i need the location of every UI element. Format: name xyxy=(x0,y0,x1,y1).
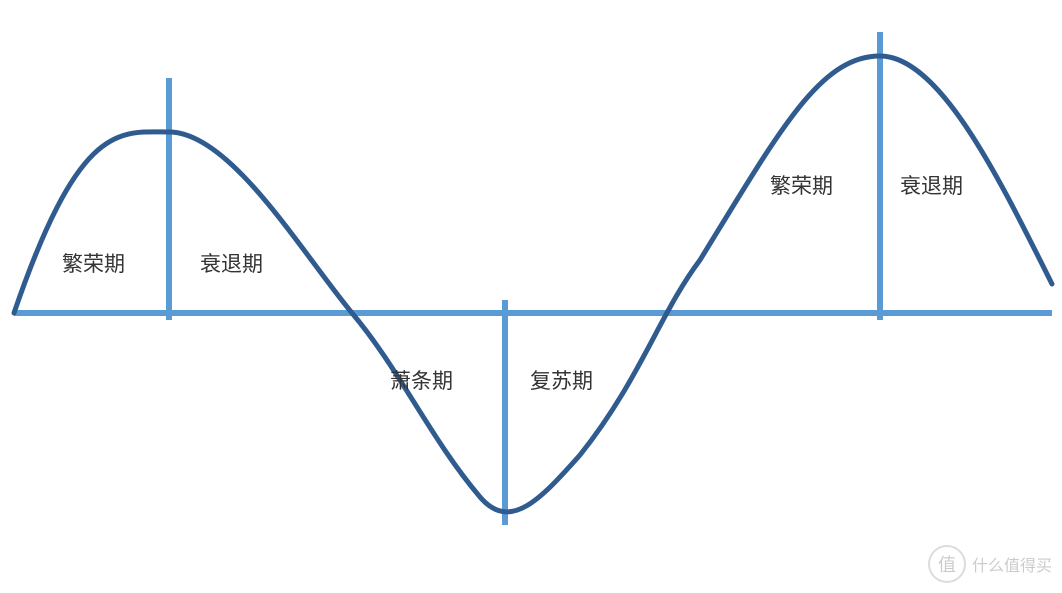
phase-label-0: 繁荣期 xyxy=(62,248,125,278)
watermark: 值 什么值得买 xyxy=(928,545,1052,583)
watermark-badge: 值 xyxy=(928,545,966,583)
phase-label-1: 衰退期 xyxy=(200,248,263,278)
economic-cycle-diagram xyxy=(0,0,1062,593)
phase-label-2: 萧条期 xyxy=(390,365,453,395)
phase-label-5: 衰退期 xyxy=(900,170,963,200)
phase-label-3: 复苏期 xyxy=(530,365,593,395)
watermark-text: 什么值得买 xyxy=(972,552,1052,576)
phase-label-4: 繁荣期 xyxy=(770,170,833,200)
